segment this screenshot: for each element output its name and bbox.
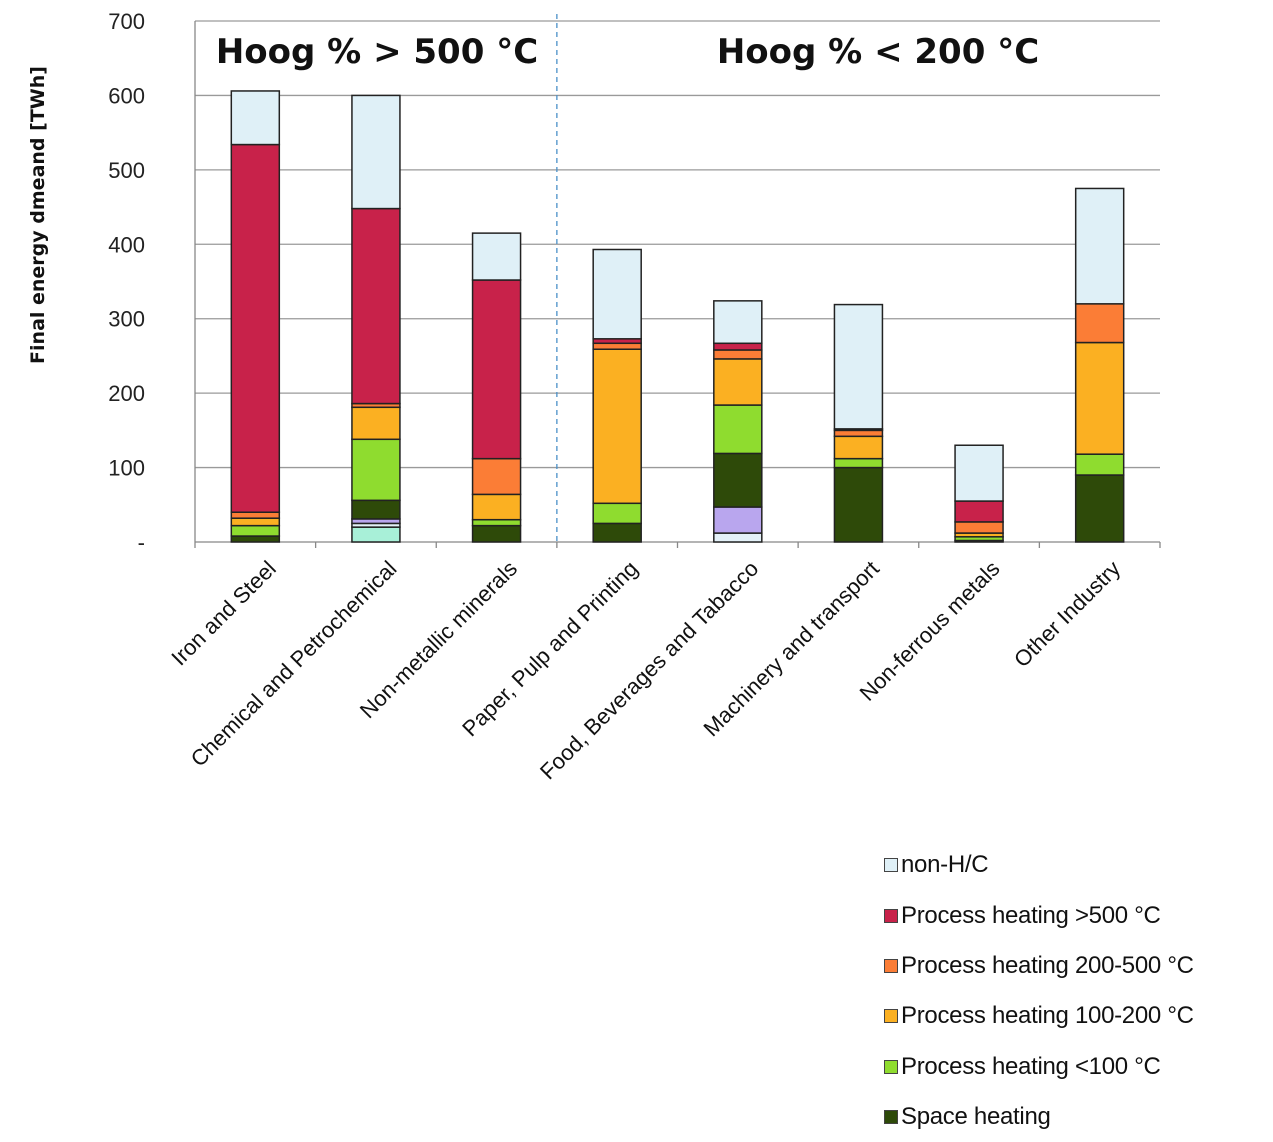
y-tick-label: 100 bbox=[108, 456, 145, 481]
legend-swatch bbox=[884, 1110, 898, 1125]
bar-segment bbox=[833, 429, 884, 438]
bar-segment bbox=[230, 143, 281, 513]
legend: non-H/C Process heating >500 °C Process he… bbox=[884, 840, 1269, 1142]
bar-segment bbox=[351, 94, 401, 210]
bar-segment bbox=[471, 457, 522, 496]
bar-segment bbox=[713, 404, 763, 455]
legend-label: Process heating <100 °C bbox=[901, 1052, 1161, 1080]
bar-segment bbox=[230, 517, 281, 527]
bar-segment bbox=[230, 511, 281, 519]
legend-item: Process heating 100-200 °C bbox=[884, 991, 1269, 1041]
bar-segment bbox=[592, 522, 642, 543]
bar-segment bbox=[833, 303, 884, 430]
bar-segment bbox=[1074, 341, 1125, 455]
legend-item: Space heating bbox=[884, 1092, 1269, 1142]
legend-item: non-H/C bbox=[884, 840, 1269, 890]
annotation-high-200: Hoog % < 200 °C bbox=[717, 32, 1039, 72]
bar-segment bbox=[1074, 187, 1125, 305]
legend-swatch bbox=[884, 958, 898, 973]
y-tick-label: 500 bbox=[108, 158, 145, 183]
bar-segment bbox=[351, 499, 401, 520]
bar-segment bbox=[592, 248, 642, 340]
category-label: Chemical and Petrochemical bbox=[186, 556, 402, 772]
y-axis-title: Final energy dmeand [TWh] bbox=[27, 66, 49, 364]
legend-item: Process heating <100 °C bbox=[884, 1042, 1269, 1092]
bar-segment bbox=[713, 342, 763, 351]
bar-segment bbox=[713, 506, 763, 534]
bar-segment bbox=[471, 232, 522, 281]
bar-segment bbox=[1074, 474, 1125, 543]
bar-segment bbox=[833, 466, 884, 543]
legend-swatch bbox=[884, 858, 898, 873]
bar-segment bbox=[471, 524, 522, 543]
bar-segment bbox=[351, 406, 401, 441]
bar-segment bbox=[713, 358, 763, 406]
bar-segment bbox=[713, 349, 763, 360]
bar-segment bbox=[592, 342, 642, 350]
legend-label: Space heating bbox=[901, 1103, 1051, 1131]
bar-segment bbox=[351, 438, 401, 502]
bar-segment bbox=[230, 90, 281, 146]
legend-label: non-H/C bbox=[901, 851, 989, 879]
bar-segment bbox=[471, 518, 522, 527]
legend-label: Process heating >500 °C bbox=[901, 901, 1161, 929]
category-label: Food, Beverages and Tabacco bbox=[535, 556, 763, 784]
bar-segment bbox=[1074, 453, 1125, 476]
bar-segment bbox=[1074, 303, 1125, 344]
bar-segment bbox=[954, 444, 1004, 502]
bar-segment bbox=[230, 535, 281, 543]
bar-segment bbox=[230, 524, 281, 537]
bar-segment bbox=[713, 532, 763, 543]
annotation-high-500: Hoog % > 500 °C bbox=[216, 32, 538, 72]
legend-item: Process heating 200-500 °C bbox=[884, 941, 1269, 991]
y-tick-label: 700 bbox=[108, 9, 145, 34]
bar-segment bbox=[471, 493, 522, 521]
category-label: Other Industry bbox=[1009, 556, 1125, 672]
category-label: Iron and Steel bbox=[166, 556, 281, 671]
bar-segment bbox=[954, 521, 1004, 534]
bar-segment bbox=[592, 348, 642, 505]
y-tick-label: 300 bbox=[108, 307, 145, 332]
bar-segment bbox=[592, 502, 642, 525]
bar-segment bbox=[954, 500, 1004, 523]
y-tick-label: 400 bbox=[108, 232, 145, 257]
legend-label: Process heating 200-500 °C bbox=[901, 951, 1194, 979]
bar-segment bbox=[833, 435, 884, 460]
y-tick-label: - bbox=[138, 530, 145, 555]
bar-segment bbox=[833, 457, 884, 469]
legend-swatch bbox=[884, 1059, 898, 1074]
legend-label: Process heating 100-200 °C bbox=[901, 1002, 1194, 1030]
legend-item: Process heating >500 °C bbox=[884, 890, 1269, 940]
legend-swatch bbox=[884, 1009, 898, 1024]
bar-segment bbox=[351, 207, 401, 405]
y-tick-label: 600 bbox=[108, 83, 145, 108]
bar-segment bbox=[351, 526, 401, 543]
bar-segment bbox=[713, 452, 763, 508]
y-tick-label: 200 bbox=[108, 381, 145, 406]
legend-swatch bbox=[884, 908, 898, 923]
bar-segment bbox=[471, 279, 522, 460]
bar-segment bbox=[713, 300, 763, 345]
